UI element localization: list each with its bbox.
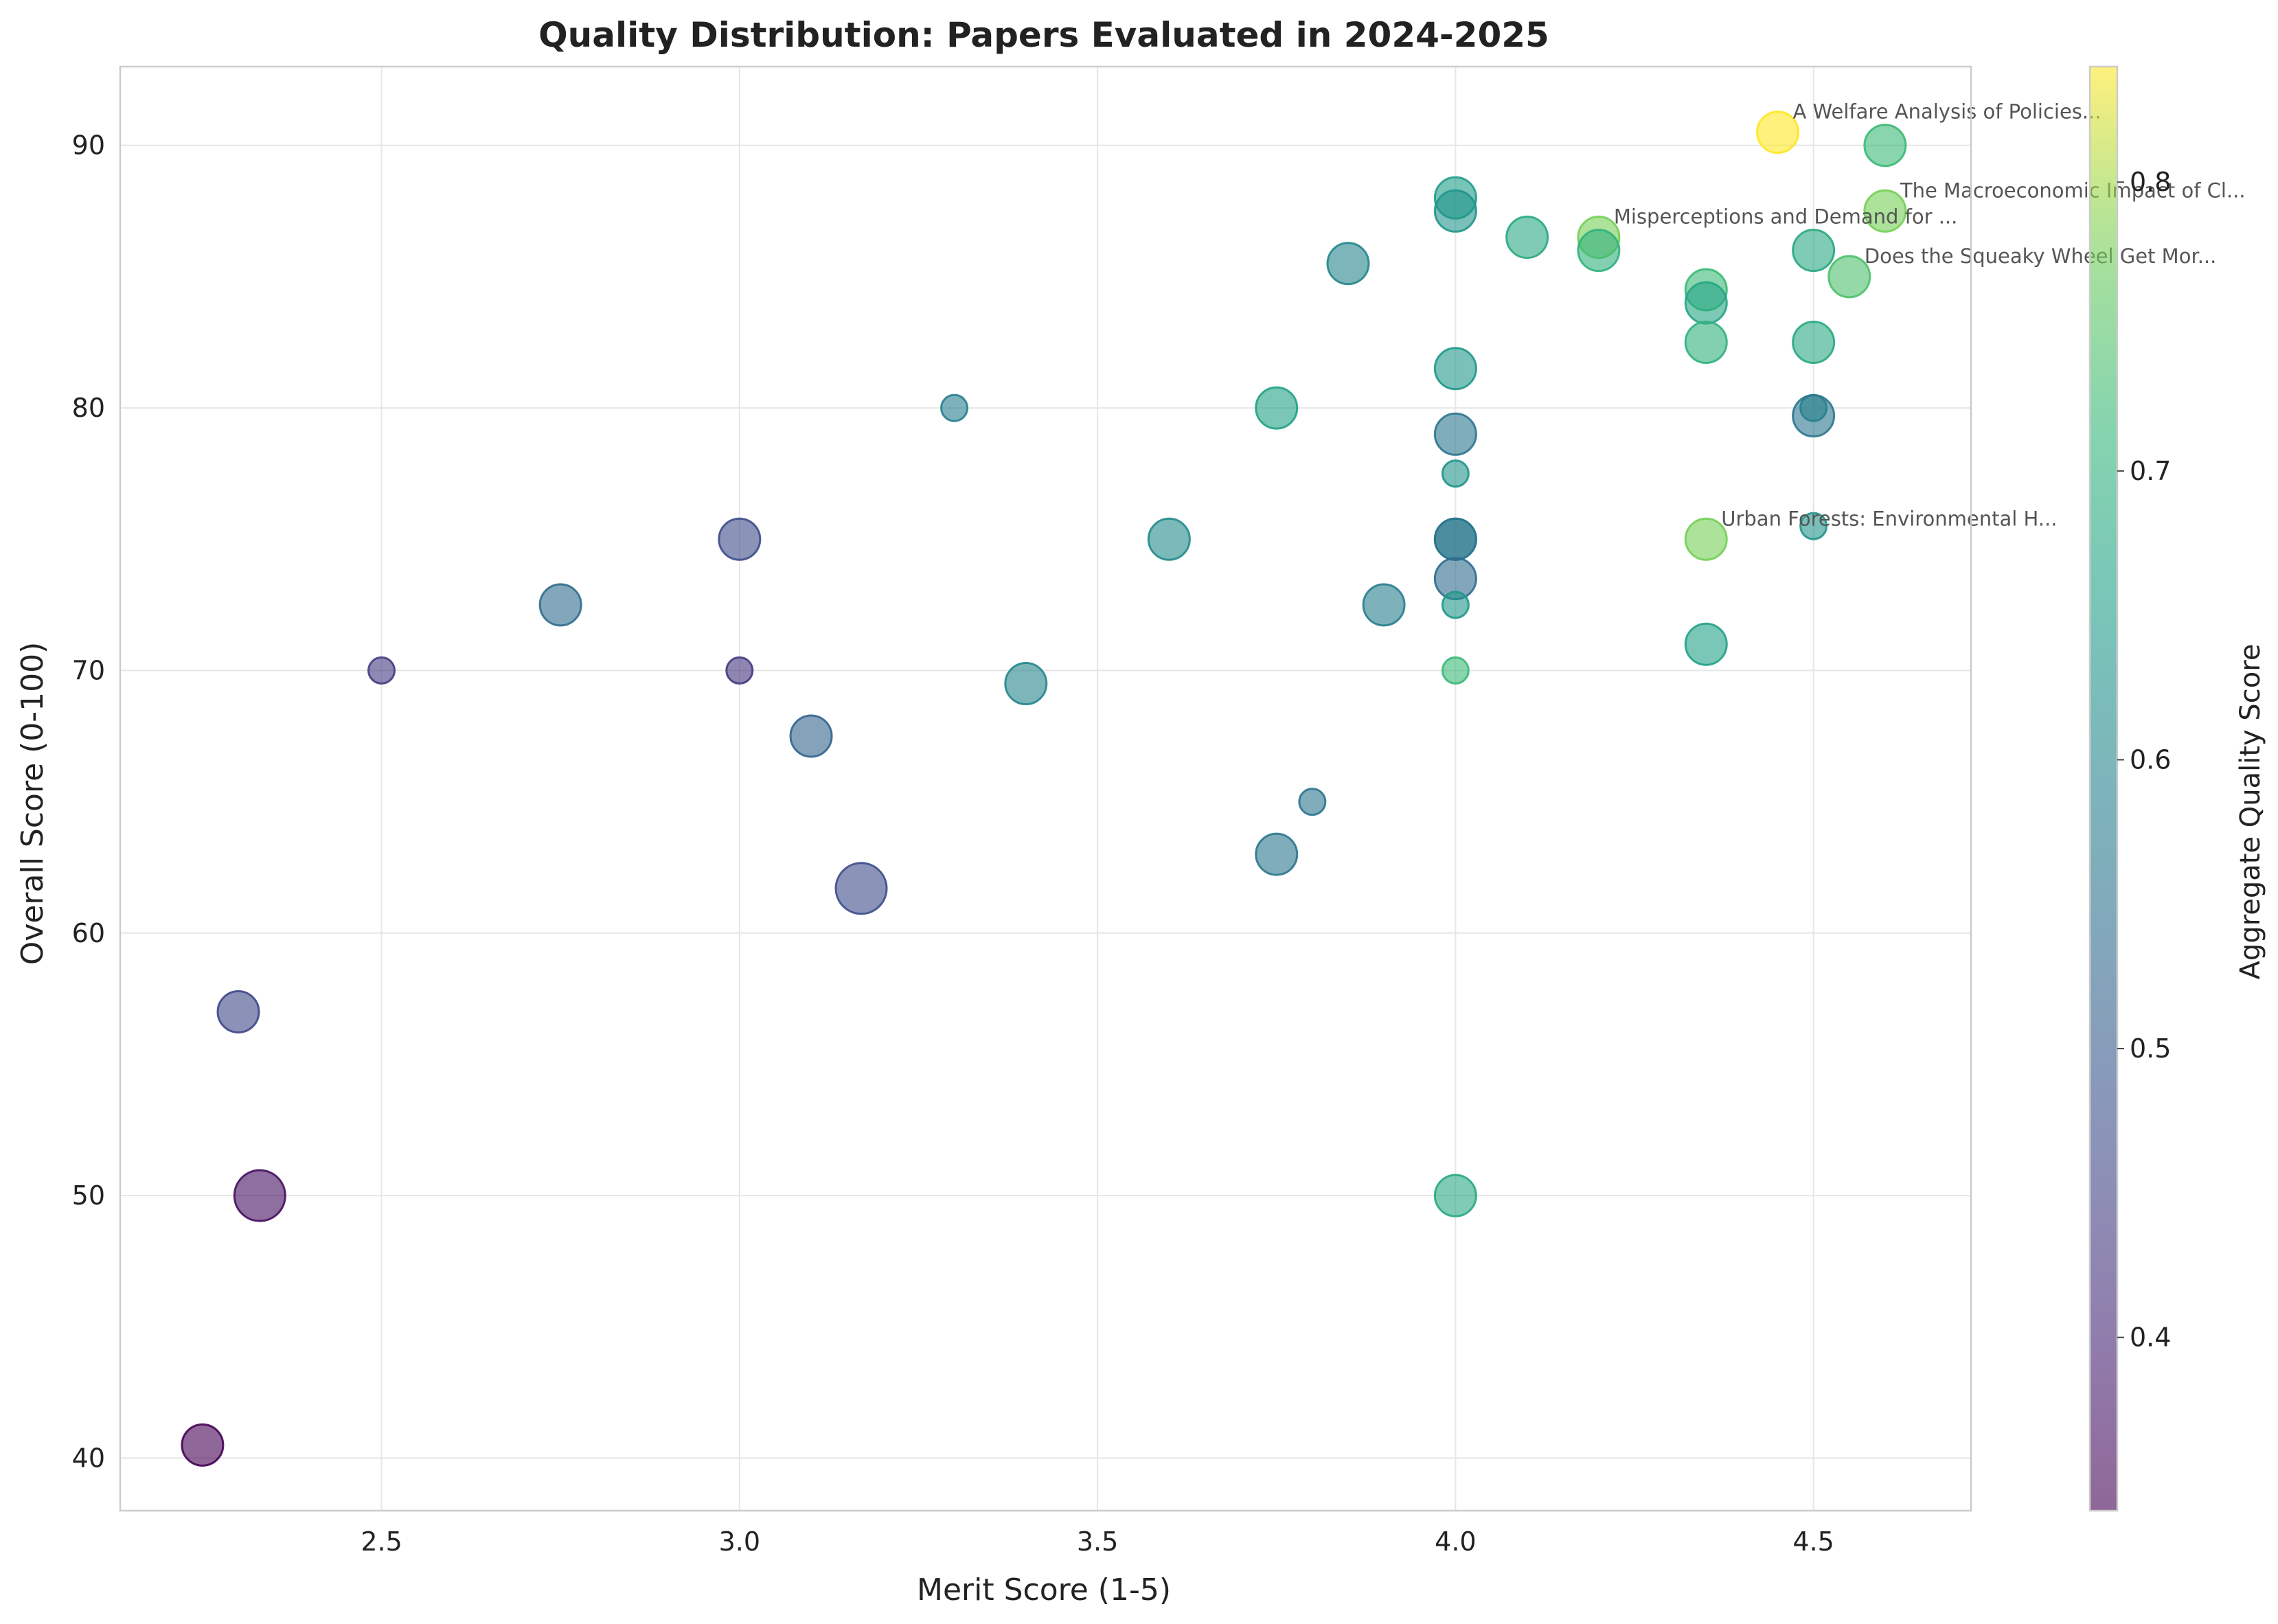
data-point[interactable]	[1505, 216, 1549, 260]
data-point[interactable]	[1433, 1174, 1477, 1217]
data-point[interactable]	[1863, 124, 1907, 168]
y-axis-label: Overall Score (0-100)	[15, 642, 50, 965]
data-point[interactable]	[1147, 517, 1191, 561]
data-point[interactable]	[789, 714, 833, 758]
data-point[interactable]	[216, 990, 260, 1034]
data-point[interactable]	[1255, 832, 1299, 876]
data-point[interactable]	[1863, 189, 1907, 233]
colorbar-tick-label: 0.5	[2130, 1033, 2171, 1064]
point-annotation: A Welfare Analysis of Policies...	[1793, 100, 2102, 124]
plot-area	[120, 67, 1971, 1511]
point-annotation: The Macroeconomic Impact of Cl...	[1900, 179, 2246, 202]
x-tick-label: 2.5	[361, 1526, 402, 1557]
y-tick-label: 70	[72, 655, 105, 685]
colorbar	[2088, 65, 2119, 1512]
data-point[interactable]	[1298, 788, 1327, 816]
data-point[interactable]	[1792, 320, 1836, 364]
data-point[interactable]	[1441, 591, 1470, 619]
y-tick-label: 80	[72, 393, 105, 423]
data-point[interactable]	[1255, 386, 1299, 430]
y-tick-label: 90	[72, 130, 105, 161]
x-tick-label: 3.0	[719, 1526, 760, 1557]
colorbar-tick-label: 0.8	[2130, 167, 2171, 197]
x-axis-label: Merit Score (1-5)	[917, 1572, 1171, 1608]
chart-title: Quality Distribution: Papers Evaluated i…	[538, 15, 1549, 55]
data-point[interactable]	[367, 656, 396, 685]
data-point[interactable]	[940, 393, 969, 422]
data-point[interactable]	[1827, 255, 1871, 299]
data-point[interactable]	[1577, 229, 1621, 273]
point-annotation: Misperceptions and Demand for ...	[1614, 205, 1958, 229]
colorbar-label: Aggregate Quality Score	[2235, 644, 2266, 980]
y-tick-label: 50	[72, 1180, 105, 1211]
data-point[interactable]	[1684, 320, 1728, 364]
y-tick-label: 40	[72, 1443, 105, 1474]
point-annotation: Urban Forests: Environmental H...	[1721, 507, 2057, 530]
data-point[interactable]	[538, 583, 582, 627]
colorbar-tick-label: 0.6	[2130, 744, 2171, 775]
data-point[interactable]	[725, 656, 754, 685]
data-point[interactable]	[1433, 189, 1477, 233]
data-point[interactable]	[1433, 517, 1477, 561]
data-point[interactable]	[233, 1169, 286, 1222]
data-point[interactable]	[1684, 281, 1728, 325]
data-point[interactable]	[1433, 347, 1477, 391]
data-point[interactable]	[1441, 656, 1470, 685]
data-point[interactable]	[1004, 662, 1048, 706]
data-point[interactable]	[181, 1423, 225, 1467]
x-tick-label: 4.0	[1435, 1526, 1476, 1557]
colorbar-tick-label: 0.7	[2130, 456, 2171, 486]
data-point[interactable]	[1799, 512, 1828, 540]
data-point[interactable]	[1441, 459, 1470, 488]
colorbar-tick-label: 0.4	[2130, 1323, 2171, 1353]
data-point[interactable]	[1326, 242, 1370, 286]
x-tick-label: 3.5	[1077, 1526, 1118, 1557]
data-point[interactable]	[1792, 394, 1836, 438]
data-point[interactable]	[1684, 517, 1728, 561]
y-tick-label: 60	[72, 918, 105, 948]
data-point[interactable]	[1792, 229, 1836, 273]
point-annotation: Does the Squeaky Wheel Get Mor...	[1865, 244, 2217, 268]
data-point[interactable]	[1756, 111, 1800, 155]
x-tick-label: 4.5	[1792, 1526, 1834, 1557]
data-point[interactable]	[1684, 622, 1728, 666]
data-point[interactable]	[718, 517, 762, 561]
data-point[interactable]	[1433, 412, 1477, 456]
data-point[interactable]	[834, 862, 888, 915]
data-point[interactable]	[1362, 583, 1406, 627]
plot-frame	[119, 65, 1972, 1512]
